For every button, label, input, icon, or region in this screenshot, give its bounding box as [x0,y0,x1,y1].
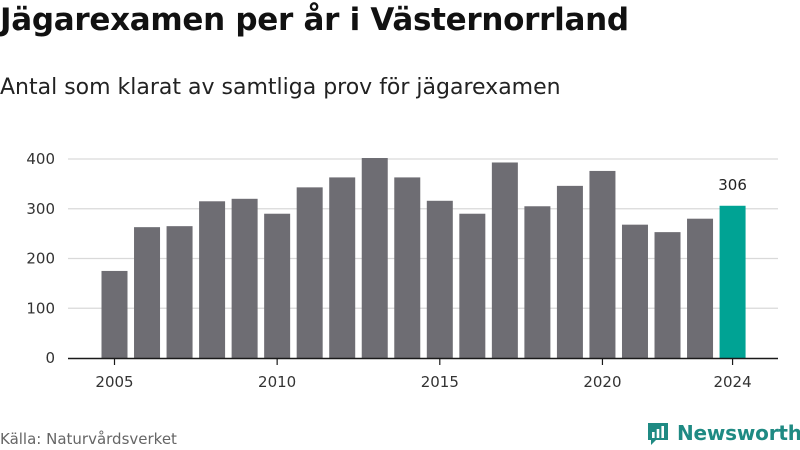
bar-chart: 0 100 200 300 400 2005 2010 2015 2020 2024 306 [26,150,778,391]
bar [719,205,746,358]
bar-chart-logo-icon [648,423,668,445]
y-tick-label: 0 [45,349,55,367]
bar [264,213,291,358]
bar [101,270,128,358]
bar [361,158,388,358]
chart-title: Jägarexamen per år i Västernorrland [0,2,629,38]
brand-name: Newsworthy [677,421,800,445]
bar [524,206,551,358]
bar [459,213,486,358]
bar [687,218,714,358]
y-tick-label: 300 [26,200,55,218]
y-tick-label: 400 [26,150,55,168]
bar [621,224,648,358]
bar [491,162,518,358]
y-tick-label: 200 [26,250,55,268]
bar [199,201,226,358]
x-tick-label: 2024 [713,373,751,391]
x-tick-label: 2015 [421,373,459,391]
source-note: Källa: Naturvårdsverket [0,430,177,448]
bar [556,185,583,358]
data-label: 306 [718,176,747,194]
y-tick-label: 100 [26,299,55,317]
chart-subtitle: Antal som klarat av samtliga prov för jä… [0,75,561,100]
x-tick-label: 2020 [583,373,621,391]
bar [426,200,453,358]
bar [654,232,681,358]
x-tick-label: 2005 [95,373,133,391]
bar [329,177,356,358]
x-tick-label: 2010 [258,373,296,391]
bar [589,170,616,358]
bar [394,177,421,358]
bar [296,187,323,358]
bar [166,226,193,358]
brand-logo: Newsworthy [645,420,800,446]
bar [231,198,258,358]
bar [134,227,161,358]
